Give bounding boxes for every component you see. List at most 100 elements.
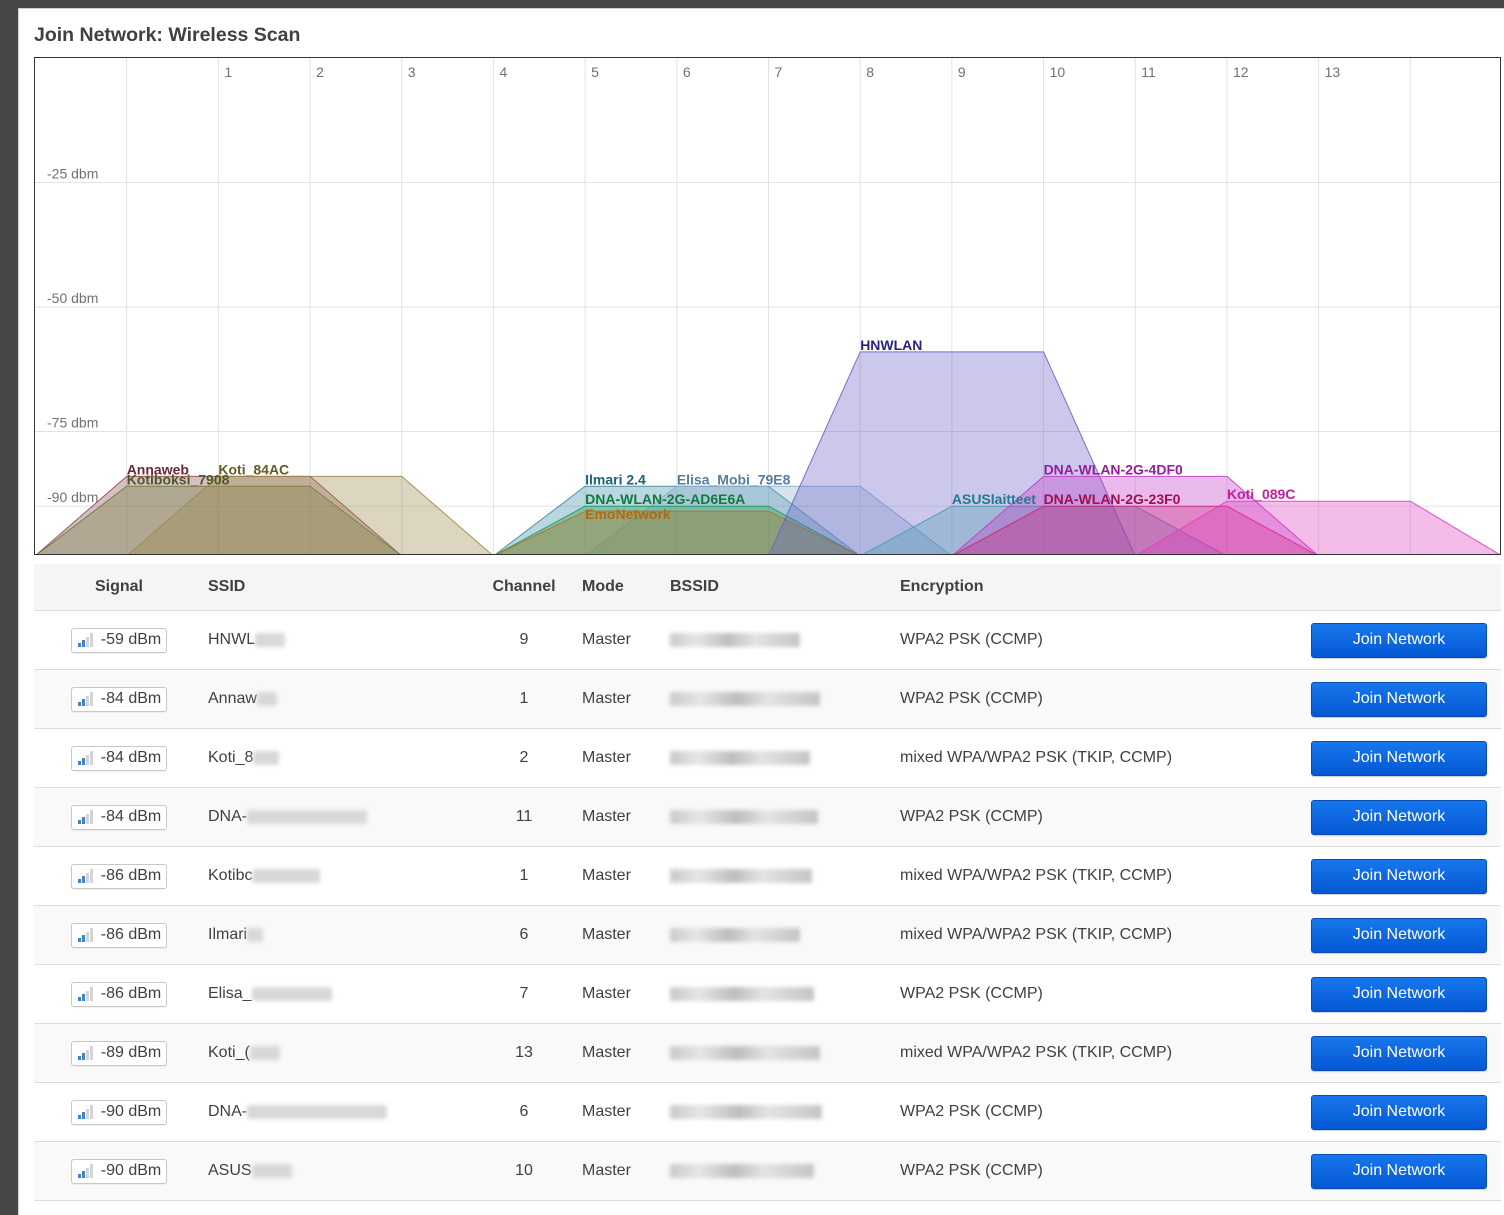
network-label: HNWLAN bbox=[860, 337, 922, 353]
signal-badge: -86 dBm bbox=[70, 922, 168, 948]
x-tick-label: 6 bbox=[683, 64, 691, 80]
signal-cell: -86 dBm bbox=[34, 905, 204, 965]
signal-value: -84 dBm bbox=[100, 689, 162, 707]
bssid-redaction bbox=[670, 750, 810, 765]
ssid-cell: Elisa_ bbox=[204, 964, 474, 1024]
signal-badge: -84 dBm bbox=[70, 745, 168, 771]
channel-cell: 10 bbox=[474, 1141, 574, 1201]
network-area bbox=[586, 485, 951, 554]
ssid-text: Ilmari bbox=[208, 926, 248, 943]
ssid-redaction bbox=[247, 809, 368, 824]
signal-cell: -90 dBm bbox=[34, 1082, 204, 1142]
action-cell: Join Network bbox=[1234, 728, 1501, 788]
ssid-redaction bbox=[253, 750, 280, 765]
signal-badge: -89 dBm bbox=[70, 1040, 168, 1066]
action-cell: Join Network bbox=[1234, 610, 1501, 670]
channel-cell: 1 bbox=[474, 669, 574, 729]
bssid-cell bbox=[664, 1141, 894, 1201]
ssid-redaction bbox=[247, 927, 264, 942]
action-cell: Join Network bbox=[1234, 1141, 1501, 1201]
header-channel[interactable]: Channel bbox=[474, 564, 574, 611]
network-area bbox=[953, 475, 1318, 554]
page-title: Join Network: Wireless Scan bbox=[34, 24, 301, 46]
join-network-button[interactable]: Join Network bbox=[1311, 1094, 1487, 1130]
encryption-cell: WPA2 PSK (CCMP) bbox=[894, 669, 1234, 729]
table-row: -84 dBm DNA- 11 Master WPA2 PSK (CCMP) Join N… bbox=[34, 787, 1501, 847]
header-actions bbox=[1234, 564, 1501, 611]
network-label: Kotiboksi_7908 bbox=[127, 471, 230, 487]
signal-cell: -86 dBm bbox=[34, 964, 204, 1024]
join-network-button[interactable]: Join Network bbox=[1311, 622, 1487, 658]
table-row: -89 dBm Koti_(13 Master mixed WPA/WPA2 PSK … bbox=[34, 1023, 1501, 1083]
bssid-redaction bbox=[670, 691, 820, 706]
mode-cell: Master bbox=[574, 846, 664, 906]
ssid-cell: Koti_( bbox=[204, 1023, 474, 1083]
bssid-cell bbox=[664, 669, 894, 729]
bssid-redaction bbox=[670, 809, 818, 824]
action-cell: Join Network bbox=[1234, 1082, 1501, 1142]
network-label: Annaweb bbox=[127, 461, 189, 477]
ssid-redaction bbox=[247, 1104, 388, 1119]
y-tick-label: -25 dbm bbox=[47, 166, 98, 182]
mode-cell: Master bbox=[574, 1082, 664, 1142]
join-network-button[interactable]: Join Network bbox=[1311, 681, 1487, 717]
signal-bars-icon bbox=[77, 1163, 93, 1178]
action-cell: Join Network bbox=[1234, 1023, 1501, 1083]
signal-bars-icon bbox=[77, 809, 93, 824]
signal-value: -84 dBm bbox=[100, 748, 162, 766]
signal-value: -86 dBm bbox=[100, 984, 162, 1002]
signal-cell: -59 dBm bbox=[34, 610, 204, 670]
x-tick-label: 12 bbox=[1233, 64, 1249, 80]
ssid-text: Annaw bbox=[208, 690, 257, 707]
network-label: EmoNetwork bbox=[585, 506, 671, 522]
signal-value: -84 dBm bbox=[100, 807, 162, 825]
encryption-cell: WPA2 PSK (CCMP) bbox=[894, 787, 1234, 847]
x-tick-label: 1 bbox=[224, 64, 232, 80]
network-area bbox=[36, 485, 400, 554]
bssid-redaction bbox=[670, 1163, 814, 1178]
encryption-cell: WPA2 PSK (CCMP) bbox=[894, 610, 1234, 670]
ssid-text: Koti_( bbox=[208, 1044, 250, 1061]
ssid-text: DNA- bbox=[208, 808, 248, 825]
ssid-text: HNWL bbox=[208, 631, 256, 648]
join-network-button[interactable]: Join Network bbox=[1311, 1153, 1487, 1189]
signal-value: -59 dBm bbox=[100, 630, 162, 648]
x-tick-label: 4 bbox=[499, 64, 507, 80]
table-header-row: Signal SSID Channel Mode BSSID Encryptio… bbox=[34, 564, 1501, 611]
table-row: -84 dBm Koti_8 2 Master mixed WPA/WPA2 PSK (… bbox=[34, 728, 1501, 788]
bssid-redaction bbox=[670, 986, 814, 1001]
join-network-button[interactable]: Join Network bbox=[1311, 740, 1487, 776]
action-cell: Join Network bbox=[1234, 669, 1501, 729]
channel-cell: 6 bbox=[474, 1082, 574, 1142]
table-row: -86 dBm Kotibc 1 Master mixed WPA/WPA2 PSK (… bbox=[34, 846, 1501, 906]
join-network-button[interactable]: Join Network bbox=[1311, 976, 1487, 1012]
join-network-button[interactable]: Join Network bbox=[1311, 858, 1487, 894]
signal-bars-icon bbox=[77, 750, 93, 765]
signal-bars-icon bbox=[77, 927, 93, 942]
bssid-cell bbox=[664, 610, 894, 670]
signal-cell: -86 dBm bbox=[34, 846, 204, 906]
bssid-redaction bbox=[670, 1104, 822, 1119]
ssid-cell: Ilmari bbox=[204, 905, 474, 965]
header-mode[interactable]: Mode bbox=[574, 564, 664, 611]
x-tick-label: 8 bbox=[866, 64, 874, 80]
join-network-button[interactable]: Join Network bbox=[1311, 917, 1487, 953]
header-bssid[interactable]: BSSID bbox=[664, 564, 894, 611]
join-network-button[interactable]: Join Network bbox=[1311, 799, 1487, 835]
bssid-cell bbox=[664, 1023, 894, 1083]
header-ssid[interactable]: SSID bbox=[204, 564, 474, 611]
channel-chart: -25 dbm -50 dbm -75 dbm -90 dbm 1 2 3 4 5 6 7 8 9 10 1… bbox=[34, 57, 1501, 555]
header-encryption[interactable]: Encryption bbox=[894, 564, 1234, 611]
encryption-cell: mixed WPA/WPA2 PSK (TKIP, CCMP) bbox=[894, 846, 1234, 906]
join-network-button[interactable]: Join Network bbox=[1311, 1035, 1487, 1071]
header-signal[interactable]: Signal bbox=[34, 564, 204, 611]
mode-cell: Master bbox=[574, 964, 664, 1024]
encryption-cell: mixed WPA/WPA2 PSK (TKIP, CCMP) bbox=[894, 728, 1234, 788]
ssid-cell: Annaw bbox=[204, 669, 474, 729]
encryption-cell: mixed WPA/WPA2 PSK (TKIP, CCMP) bbox=[894, 905, 1234, 965]
mode-cell: Master bbox=[574, 669, 664, 729]
mode-cell: Master bbox=[574, 905, 664, 965]
table-row: -90 dBm DNA- 6 Master WPA2 PSK (CCMP) Join Ne… bbox=[34, 1082, 1501, 1142]
ssid-cell: ASUS bbox=[204, 1141, 474, 1201]
